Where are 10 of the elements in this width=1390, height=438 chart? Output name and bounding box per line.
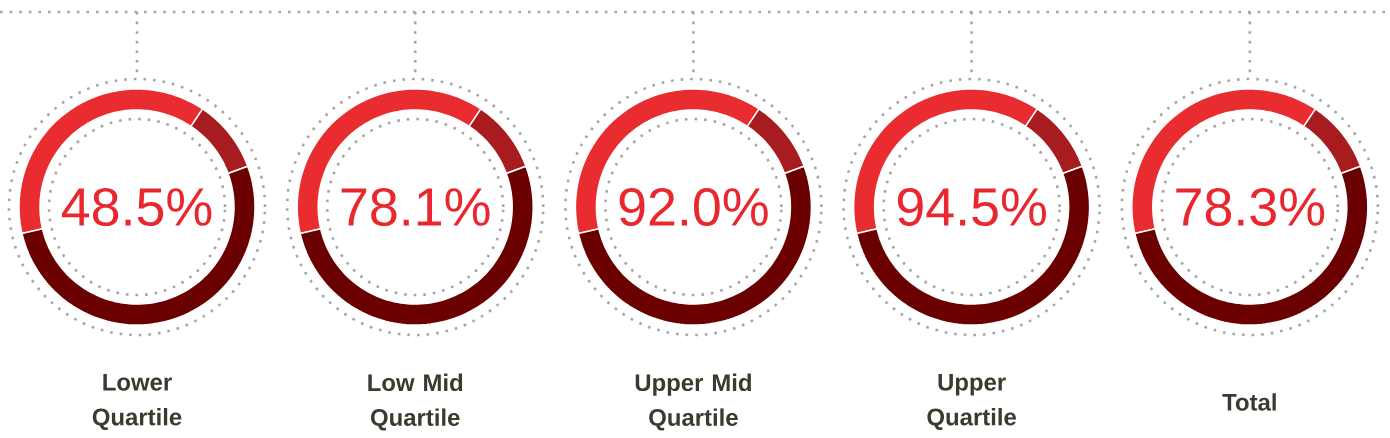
text: 78.3%	[1176, 187, 1325, 227]
text: Lower Quartile	[92, 373, 182, 431]
text: Low Mid Quartile	[368, 373, 463, 431]
text: Total	[1222, 393, 1276, 411]
text: 78.1%	[341, 187, 490, 227]
text: 92.0%	[619, 187, 768, 227]
text: 94.5%	[897, 187, 1046, 227]
text: 48.5%	[61, 187, 212, 227]
text: Upper Quartile	[927, 373, 1016, 431]
text: Upper Mid Quartile	[635, 373, 751, 431]
